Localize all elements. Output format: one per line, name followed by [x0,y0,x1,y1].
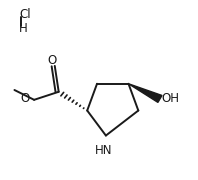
Text: H: H [19,22,28,35]
Polygon shape [129,84,162,102]
Text: O: O [47,54,56,67]
Text: O: O [20,92,29,105]
Text: HN: HN [95,144,113,157]
Text: OH: OH [162,93,180,105]
Text: Cl: Cl [19,8,31,21]
